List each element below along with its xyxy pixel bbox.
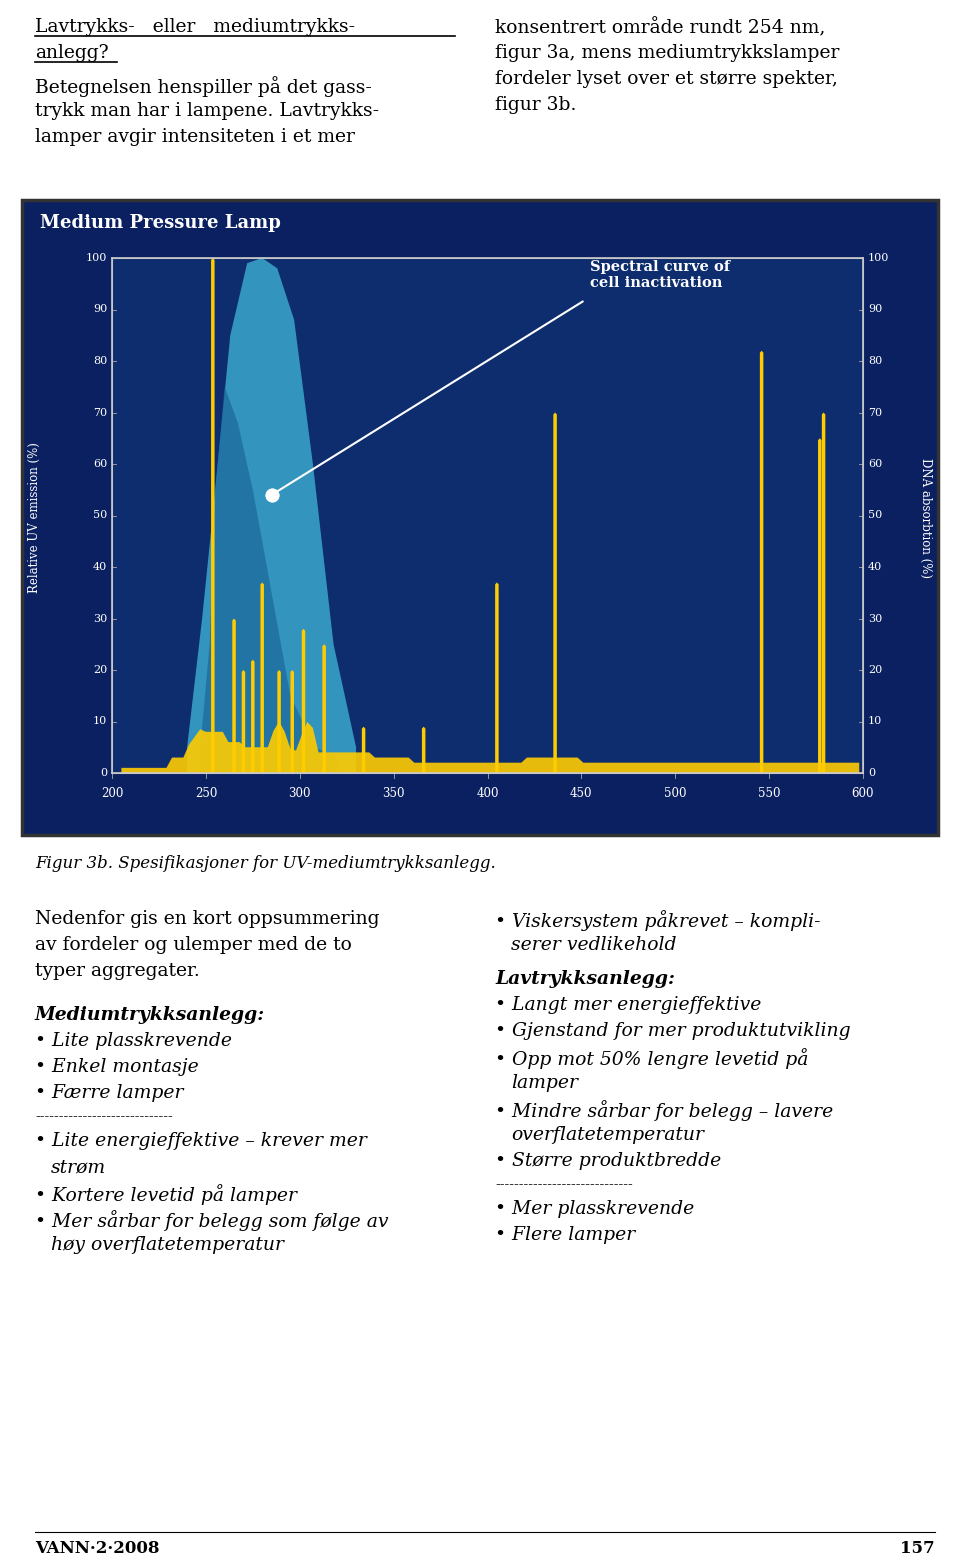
Polygon shape (242, 670, 245, 773)
Text: lamper: lamper (511, 1074, 578, 1092)
Text: Medium Pressure Lamp: Medium Pressure Lamp (40, 214, 281, 232)
Polygon shape (421, 726, 425, 773)
Text: Mediumtrykksanlegg:: Mediumtrykksanlegg: (35, 1006, 265, 1024)
Text: 70: 70 (93, 407, 107, 418)
Text: figur 3b.: figur 3b. (495, 95, 576, 114)
Text: Nedenfor gis en kort oppsummering: Nedenfor gis en kort oppsummering (35, 909, 379, 928)
Text: 450: 450 (570, 787, 592, 800)
Text: Lavtrykks-   eller   mediumtrykks-: Lavtrykks- eller mediumtrykks- (35, 19, 355, 36)
Text: 30: 30 (868, 613, 882, 623)
Text: -----------------------------: ----------------------------- (495, 1178, 633, 1193)
Polygon shape (362, 726, 366, 773)
Polygon shape (232, 618, 236, 773)
Text: figur 3a, mens mediumtrykkslamper: figur 3a, mens mediumtrykkslamper (495, 44, 839, 63)
Text: av fordeler og ulemper med de to: av fordeler og ulemper med de to (35, 936, 352, 955)
Text: typer aggregater.: typer aggregater. (35, 962, 200, 980)
Polygon shape (553, 413, 557, 773)
Text: fordeler lyset over et større spekter,: fordeler lyset over et større spekter, (495, 70, 838, 88)
Text: 20: 20 (868, 665, 882, 675)
Polygon shape (260, 582, 264, 773)
Polygon shape (760, 351, 763, 773)
Text: • Flere lamper: • Flere lamper (495, 1225, 636, 1244)
Text: • Opp mot 50% lengre levetid på: • Opp mot 50% lengre levetid på (495, 1049, 808, 1069)
Text: Figur 3b. Spesifikasjoner for UV-mediumtrykksanlegg.: Figur 3b. Spesifikasjoner for UV-mediumt… (35, 854, 495, 872)
Text: 500: 500 (664, 787, 686, 800)
Text: • Lite plasskrevende: • Lite plasskrevende (35, 1031, 232, 1050)
Polygon shape (121, 721, 859, 773)
Text: konsentrert område rundt 254 nm,: konsentrert område rundt 254 nm, (495, 19, 826, 38)
Polygon shape (495, 582, 498, 773)
Text: 10: 10 (93, 717, 107, 726)
Text: 100: 100 (85, 254, 107, 263)
Text: 600: 600 (852, 787, 875, 800)
Text: DNA absorbtion (%): DNA absorbtion (%) (920, 457, 932, 577)
Text: 80: 80 (93, 355, 107, 366)
Text: strøm: strøm (51, 1158, 107, 1175)
Text: Relative UV emission (%): Relative UV emission (%) (28, 441, 40, 593)
Text: 70: 70 (868, 407, 882, 418)
Text: 90: 90 (868, 305, 882, 315)
Text: serer vedlikehold: serer vedlikehold (511, 936, 677, 955)
Text: 0: 0 (868, 768, 876, 778)
Polygon shape (818, 438, 822, 773)
Text: • Mer sårbar for belegg som følge av: • Mer sårbar for belegg som følge av (35, 1210, 389, 1232)
Text: lamper avgir intensiteten i et mer: lamper avgir intensiteten i et mer (35, 128, 355, 146)
Text: Spectral curve of
cell inactivation: Spectral curve of cell inactivation (590, 260, 731, 290)
Text: 60: 60 (93, 459, 107, 469)
Text: Betegnelsen henspiller på det gass-: Betegnelsen henspiller på det gass- (35, 77, 372, 97)
Polygon shape (277, 670, 281, 773)
Text: • Viskersystem påkrevet – kompli-: • Viskersystem påkrevet – kompli- (495, 909, 821, 931)
Text: 50: 50 (868, 510, 882, 521)
Text: • Større produktbredde: • Større produktbredde (495, 1152, 721, 1171)
Text: 250: 250 (195, 787, 217, 800)
Text: • Enkel montasje: • Enkel montasje (35, 1058, 199, 1077)
Text: 10: 10 (868, 717, 882, 726)
Text: • Lite energieffektive – krever mer: • Lite energieffektive – krever mer (35, 1131, 367, 1150)
Polygon shape (323, 645, 325, 773)
Text: 100: 100 (868, 254, 889, 263)
Text: overflatetemperatur: overflatetemperatur (511, 1125, 704, 1144)
Text: 400: 400 (476, 787, 499, 800)
Bar (22, 200, 938, 836)
Text: 550: 550 (757, 787, 780, 800)
Polygon shape (252, 660, 254, 773)
Text: 300: 300 (289, 787, 311, 800)
Text: 90: 90 (93, 305, 107, 315)
Polygon shape (211, 258, 215, 773)
Polygon shape (187, 258, 356, 773)
Text: 0: 0 (100, 768, 107, 778)
Polygon shape (301, 629, 305, 773)
Text: • Langt mer energieffektive: • Langt mer energieffektive (495, 995, 761, 1014)
Text: • Mindre sårbar for belegg – lavere: • Mindre sårbar for belegg – lavere (495, 1100, 833, 1121)
Text: • Gjenstand for mer produktutvikling: • Gjenstand for mer produktutvikling (495, 1022, 851, 1041)
Text: 200: 200 (101, 787, 123, 800)
Text: • Mer plasskrevende: • Mer plasskrevende (495, 1200, 694, 1218)
Text: Lavtrykksanlegg:: Lavtrykksanlegg: (495, 970, 675, 988)
Text: 60: 60 (868, 459, 882, 469)
Text: høy overflatetemperatur: høy overflatetemperatur (51, 1236, 284, 1254)
Text: VANN·2·2008: VANN·2·2008 (35, 1540, 159, 1557)
Text: 40: 40 (868, 562, 882, 571)
Text: • Færre lamper: • Færre lamper (35, 1085, 183, 1102)
Bar (112, 258, 863, 773)
Text: 40: 40 (93, 562, 107, 571)
Text: 157: 157 (900, 1540, 935, 1557)
Text: 50: 50 (93, 510, 107, 521)
Text: 30: 30 (93, 613, 107, 623)
Text: -----------------------------: ----------------------------- (35, 1110, 173, 1124)
Text: 80: 80 (868, 355, 882, 366)
Text: • Kortere levetid på lamper: • Kortere levetid på lamper (35, 1185, 297, 1205)
Text: anlegg?: anlegg? (35, 44, 108, 63)
Polygon shape (291, 670, 294, 773)
Polygon shape (201, 387, 337, 773)
Text: 20: 20 (93, 665, 107, 675)
Text: trykk man har i lampene. Lavtrykks-: trykk man har i lampene. Lavtrykks- (35, 102, 379, 121)
Text: 350: 350 (382, 787, 405, 800)
Polygon shape (822, 413, 826, 773)
